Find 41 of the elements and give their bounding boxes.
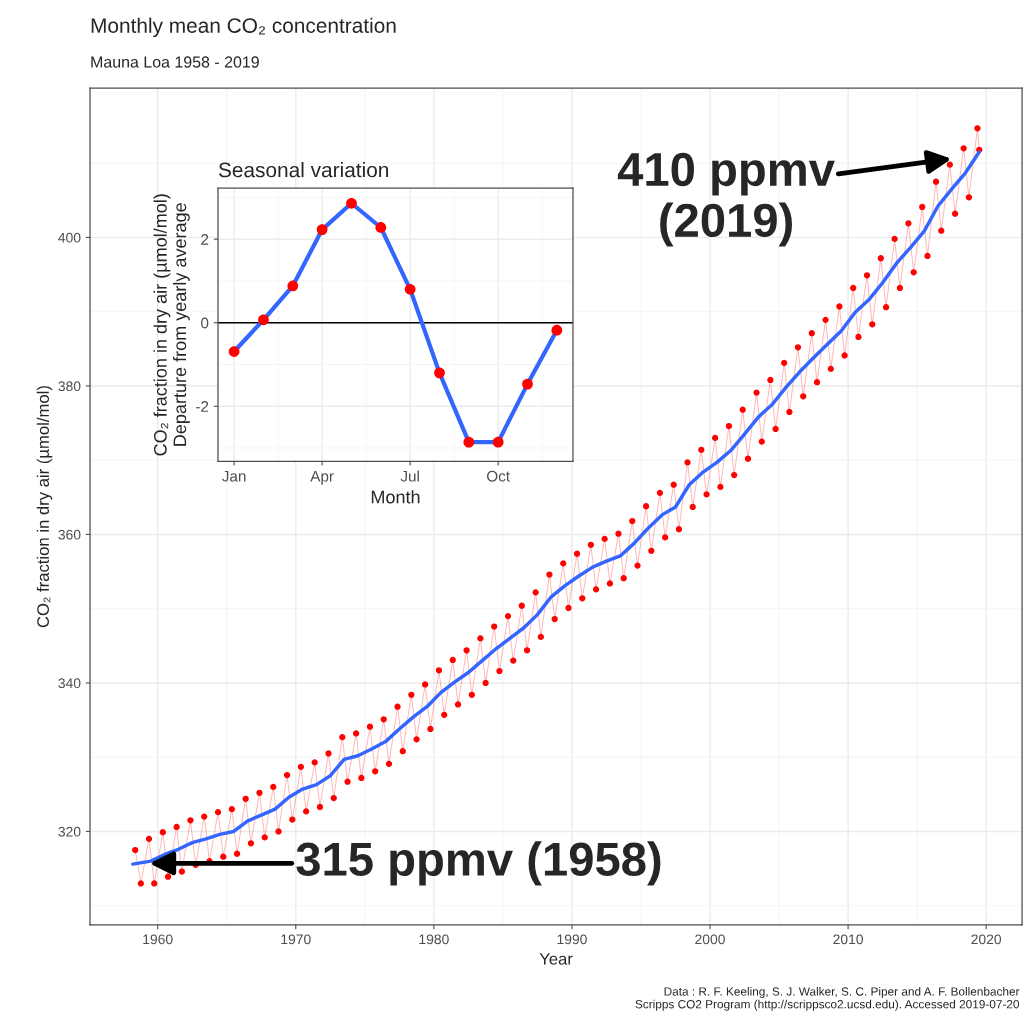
chart-subtitle: Mauna Loa 1958 - 2019: [91, 56, 259, 68]
point: [551, 324, 563, 336]
point: [375, 222, 387, 233]
x-axis-title: Month: [371, 490, 420, 504]
x-tick-label: 1970: [281, 934, 311, 945]
x-tick-label: 1980: [419, 934, 449, 945]
point: [492, 436, 504, 448]
x-tick-label: Jul: [400, 470, 419, 482]
point: [316, 224, 328, 235]
point: [522, 378, 533, 390]
y-tick-label: 320: [58, 826, 81, 837]
chart-title: Monthly mean CO₂ concentration: [91, 17, 396, 38]
point: [258, 314, 269, 326]
y-tick-label: 400: [58, 232, 81, 243]
y-tick-label: 2: [201, 234, 209, 245]
annotation: 315 ppmv (1958): [296, 841, 661, 886]
x-tick-label: 2010: [833, 934, 863, 945]
x-tick-label: Apr: [310, 470, 334, 485]
annotation: 410 ppmv (2019): [617, 152, 835, 247]
y-tick-label: -2: [196, 401, 209, 412]
y-axis-title: CO₂ fraction in dry air (µmol/mol): [36, 386, 53, 628]
x-tick-label: Oct: [487, 470, 510, 482]
point: [463, 436, 475, 448]
y-tick-label: 380: [58, 381, 81, 392]
x-tick-label: 2020: [971, 934, 1002, 945]
chart-title: Seasonal variation: [218, 162, 389, 178]
y-tick-label: 340: [58, 678, 81, 689]
x-tick-label: 2000: [695, 934, 725, 945]
x-axis-title: Year: [539, 953, 573, 965]
point: [346, 197, 357, 209]
point: [228, 346, 240, 357]
point: [434, 367, 445, 379]
point: [404, 283, 416, 295]
text: Data : R. F. Keeling, S. J. Walker, S. C. Piper and A. F. Bollenbacher Scripps CO2 Program (http://scrippsco2.ucsd.edu). Accessed 2019-07-20: [635, 987, 1020, 1011]
x-tick-label: 1990: [557, 934, 587, 945]
y-tick-label: 0: [201, 317, 209, 329]
y-axis-title: CO₂ fraction in dry air (µmol/mol) Departure from yearly average: [153, 194, 190, 456]
y-tick-label: 360: [58, 529, 81, 540]
point: [287, 280, 299, 292]
x-tick-label: Jan: [222, 470, 246, 482]
x-tick-label: 1960: [143, 934, 173, 945]
